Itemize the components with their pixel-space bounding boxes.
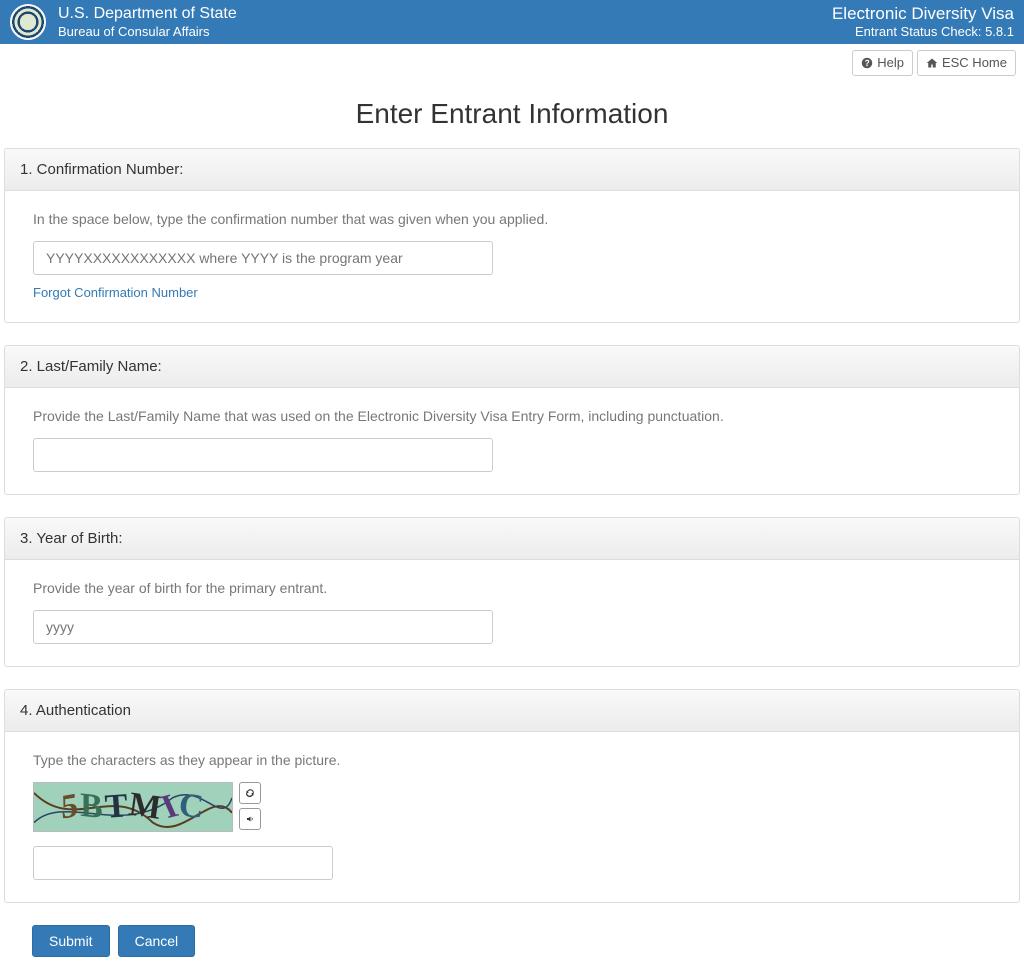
panel-heading-authentication: 4. Authentication (5, 690, 1019, 732)
panel-body-authentication: Type the characters as they appear in th… (5, 732, 1019, 902)
authentication-instruction: Type the characters as they appear in th… (33, 752, 991, 768)
panel-body-lastname: Provide the Last/Family Name that was us… (5, 388, 1019, 494)
status-version: Entrant Status Check: 5.8.1 (832, 25, 1014, 39)
department-title: U.S. Department of State (58, 5, 237, 23)
captcha-row: 5 B T M I C (33, 782, 991, 832)
panel-heading-confirmation: 1. Confirmation Number: (5, 149, 1019, 191)
action-row: Submit Cancel (4, 925, 1020, 957)
header-left-text: U.S. Department of State Bureau of Consu… (58, 5, 237, 39)
forgot-confirmation-link[interactable]: Forgot Confirmation Number (33, 285, 198, 300)
confirmation-number-input[interactable] (33, 241, 493, 275)
captcha-buttons (239, 782, 261, 830)
captcha-char: 5 (60, 786, 80, 828)
birthyear-input[interactable] (33, 610, 493, 644)
question-circle-icon (861, 57, 873, 69)
confirmation-instruction: In the space below, type the confirmatio… (33, 211, 991, 227)
esc-home-button[interactable]: ESC Home (917, 50, 1016, 76)
panel-lastname: 2. Last/Family Name: Provide the Last/Fa… (4, 345, 1020, 495)
state-dept-seal-icon (10, 4, 46, 40)
header-right: Electronic Diversity Visa Entrant Status… (832, 5, 1014, 40)
captcha-text: 5 B T M I C (34, 783, 232, 831)
page-title: Enter Entrant Information (0, 98, 1024, 130)
panel-birthyear: 3. Year of Birth: Provide the year of bi… (4, 517, 1020, 667)
panel-heading-lastname: 2. Last/Family Name: (5, 346, 1019, 388)
captcha-image: 5 B T M I C (33, 782, 233, 832)
toolbar: Help ESC Home (0, 44, 1024, 76)
help-button[interactable]: Help (852, 50, 913, 76)
home-icon (926, 57, 938, 69)
lastname-input[interactable] (33, 438, 493, 472)
captcha-char: C (177, 787, 207, 827)
birthyear-instruction: Provide the year of birth for the primar… (33, 580, 991, 596)
captcha-input[interactable] (33, 846, 333, 880)
panel-confirmation: 1. Confirmation Number: In the space bel… (4, 148, 1020, 323)
esc-home-label: ESC Home (942, 55, 1007, 71)
program-title: Electronic Diversity Visa (832, 5, 1014, 24)
captcha-audio-button[interactable] (239, 808, 261, 830)
header-left: U.S. Department of State Bureau of Consu… (10, 4, 237, 40)
cancel-button[interactable]: Cancel (118, 925, 196, 957)
submit-button[interactable]: Submit (32, 925, 110, 957)
top-header: U.S. Department of State Bureau of Consu… (0, 0, 1024, 44)
form-content: 1. Confirmation Number: In the space bel… (0, 148, 1024, 977)
refresh-icon (246, 786, 254, 800)
speaker-icon (246, 812, 254, 826)
panel-body-birthyear: Provide the year of birth for the primar… (5, 560, 1019, 666)
panel-authentication: 4. Authentication Type the characters as… (4, 689, 1020, 903)
panel-heading-birthyear: 3. Year of Birth: (5, 518, 1019, 560)
lastname-instruction: Provide the Last/Family Name that was us… (33, 408, 991, 424)
captcha-refresh-button[interactable] (239, 782, 261, 804)
bureau-title: Bureau of Consular Affairs (58, 25, 237, 39)
panel-body-confirmation: In the space below, type the confirmatio… (5, 191, 1019, 322)
help-label: Help (877, 55, 904, 71)
captcha-char: B (80, 786, 105, 827)
